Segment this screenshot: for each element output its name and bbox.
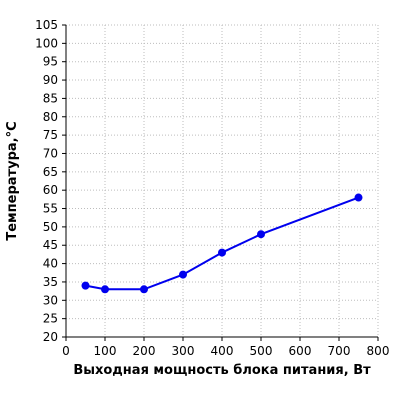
data-point [218, 248, 226, 257]
x-tick-label: 0 [62, 344, 70, 358]
x-tick-label: 400 [211, 344, 234, 358]
x-axis-ticks: 0 100 200 300 400 500 600 700 800 [62, 337, 389, 358]
x-tick-label: 200 [133, 344, 156, 358]
data-point [81, 281, 90, 290]
data-point [101, 285, 109, 294]
y-axis-title: Температура,°С [5, 121, 20, 240]
grid [66, 24, 379, 337]
y-tick-label: 40 [43, 257, 58, 271]
y-tick-label: 70 [43, 146, 58, 160]
data-point [179, 270, 187, 279]
x-tick-label: 300 [172, 344, 195, 358]
series [81, 193, 363, 294]
y-tick-label: 80 [43, 110, 58, 124]
y-tick-label: 50 [43, 220, 58, 234]
y-tick-label: 65 [43, 165, 58, 179]
data-point [140, 285, 148, 294]
y-axis-ticks: 20 25 30 35 40 45 50 55 60 65 70 75 80 85 90 95 100 105 [35, 18, 66, 344]
y-tick-label: 95 [43, 55, 58, 69]
y-tick-label: 60 [43, 183, 58, 197]
y-tick-label: 85 [43, 91, 58, 105]
x-tick-label: 100 [94, 344, 117, 358]
x-tick-label: 500 [250, 344, 273, 358]
data-point [257, 230, 265, 239]
x-tick-label: 600 [289, 344, 312, 358]
y-tick-label: 35 [43, 275, 58, 289]
x-tick-label: 800 [367, 344, 390, 358]
y-tick-label: 55 [43, 202, 58, 216]
x-tick-label: 700 [328, 344, 351, 358]
y-tick-label: 105 [35, 18, 58, 32]
y-tick-label: 100 [35, 36, 58, 50]
y-tick-label: 25 [43, 312, 58, 326]
y-tick-label: 20 [43, 330, 58, 344]
x-axis-title: Выходная мощность блока питания, Вт [73, 363, 371, 378]
y-tick-label: 45 [43, 238, 58, 252]
data-point [354, 193, 363, 202]
y-tick-label: 90 [43, 73, 58, 87]
y-tick-label: 30 [43, 293, 58, 307]
y-tick-label: 75 [43, 128, 58, 142]
